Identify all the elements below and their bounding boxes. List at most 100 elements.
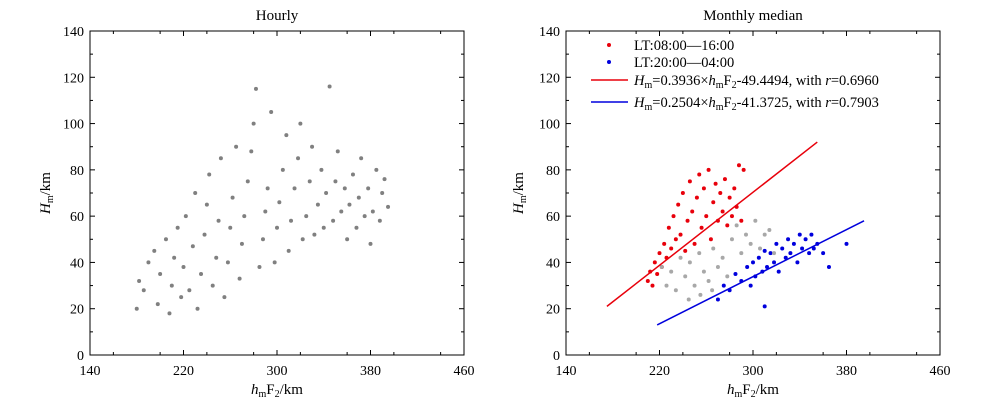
point-day bbox=[718, 191, 723, 195]
point-other bbox=[720, 255, 725, 260]
legend-marker-day bbox=[607, 43, 611, 47]
point-hourly bbox=[214, 255, 219, 260]
y-tick-label: 140 bbox=[63, 25, 84, 40]
point-hourly bbox=[218, 156, 223, 161]
point-hourly bbox=[207, 172, 212, 177]
point-hourly bbox=[210, 283, 215, 288]
point-night bbox=[844, 241, 849, 246]
point-hourly bbox=[345, 237, 350, 242]
point-hourly bbox=[272, 260, 277, 265]
legend: LT:08:00—16:00 LT:20:00—04:00 Hm=0.3936×… bbox=[591, 38, 879, 113]
point-hourly bbox=[312, 232, 317, 237]
point-day bbox=[739, 218, 744, 223]
point-other bbox=[692, 283, 697, 288]
point-night bbox=[762, 304, 767, 309]
point-hourly bbox=[307, 179, 312, 184]
point-night bbox=[826, 265, 831, 270]
point-night bbox=[803, 237, 808, 242]
point-hourly bbox=[315, 202, 320, 207]
y-tick-label: 40 bbox=[70, 256, 84, 271]
point-night bbox=[765, 265, 770, 270]
point-other bbox=[725, 274, 730, 279]
point-hourly bbox=[359, 156, 364, 161]
point-night bbox=[783, 255, 788, 260]
point-hourly bbox=[296, 156, 301, 161]
point-other bbox=[659, 265, 664, 270]
legend-label-day-fit: Hm=0.3936×hmF2-49.4494, with r=0.6960 bbox=[633, 73, 879, 91]
point-other bbox=[701, 269, 706, 274]
point-day bbox=[669, 246, 674, 251]
point-hourly bbox=[222, 295, 227, 300]
x-tick-label: 300 bbox=[743, 364, 764, 379]
point-hourly bbox=[199, 272, 204, 276]
point-other bbox=[686, 297, 691, 302]
point-night bbox=[751, 260, 755, 265]
point-other bbox=[711, 246, 716, 251]
legend-label-day: LT:08:00—16:00 bbox=[634, 38, 734, 54]
point-day bbox=[657, 251, 662, 256]
y-tick-label: 100 bbox=[539, 118, 560, 133]
point-hourly bbox=[190, 244, 195, 249]
point-night bbox=[748, 283, 753, 288]
point-hourly bbox=[228, 225, 233, 230]
point-hourly bbox=[167, 311, 172, 316]
point-night bbox=[733, 272, 738, 276]
y-tick-label: 80 bbox=[70, 164, 84, 179]
point-night bbox=[715, 297, 720, 302]
point-hourly bbox=[257, 265, 262, 270]
point-night bbox=[776, 269, 781, 274]
point-hourly bbox=[298, 121, 303, 126]
point-hourly bbox=[141, 288, 146, 293]
point-hourly bbox=[304, 214, 309, 219]
point-other bbox=[669, 269, 674, 274]
y-tick-label: 0 bbox=[77, 349, 84, 364]
point-hourly bbox=[292, 186, 297, 191]
y-tick-label: 120 bbox=[539, 71, 560, 86]
point-hourly bbox=[339, 209, 344, 214]
point-other bbox=[762, 232, 767, 237]
point-hourly bbox=[146, 260, 151, 265]
point-hourly bbox=[169, 283, 174, 288]
point-hourly bbox=[230, 195, 235, 200]
point-hourly bbox=[158, 272, 163, 276]
point-hourly bbox=[204, 202, 209, 207]
point-hourly bbox=[202, 232, 207, 237]
panel-monthly-median: Monthly median 0 20 40 60 80 100 120 140 140 220… bbox=[511, 8, 951, 400]
point-hourly bbox=[134, 306, 139, 311]
point-night bbox=[772, 260, 777, 265]
point-day bbox=[741, 167, 746, 172]
point-other bbox=[706, 278, 711, 283]
point-hourly bbox=[362, 214, 367, 219]
point-hourly bbox=[335, 149, 340, 154]
point-hourly bbox=[284, 133, 289, 138]
point-hourly bbox=[260, 237, 265, 242]
point-other bbox=[748, 241, 753, 246]
point-night bbox=[811, 246, 816, 251]
point-night bbox=[821, 251, 826, 256]
point-day bbox=[701, 186, 706, 191]
point-hourly bbox=[331, 218, 336, 223]
point-hourly bbox=[187, 288, 192, 293]
point-night bbox=[786, 237, 791, 242]
point-hourly bbox=[342, 186, 347, 191]
point-night bbox=[788, 251, 793, 256]
y-tick-label: 120 bbox=[63, 71, 84, 86]
point-hourly bbox=[327, 84, 332, 89]
regression-lines bbox=[606, 141, 865, 326]
point-hourly bbox=[183, 214, 188, 219]
point-night bbox=[780, 246, 785, 251]
point-hourly bbox=[239, 241, 244, 246]
point-hourly bbox=[242, 214, 247, 219]
point-day bbox=[736, 163, 741, 168]
y-tick-label: 100 bbox=[63, 118, 84, 133]
point-night bbox=[791, 241, 796, 246]
point-day bbox=[645, 278, 650, 283]
point-hourly bbox=[137, 278, 142, 283]
point-hourly bbox=[333, 179, 338, 184]
point-night bbox=[774, 241, 779, 246]
point-hourly bbox=[253, 86, 258, 91]
point-night bbox=[809, 232, 814, 237]
point-hourly bbox=[179, 295, 184, 300]
point-day bbox=[725, 223, 730, 228]
